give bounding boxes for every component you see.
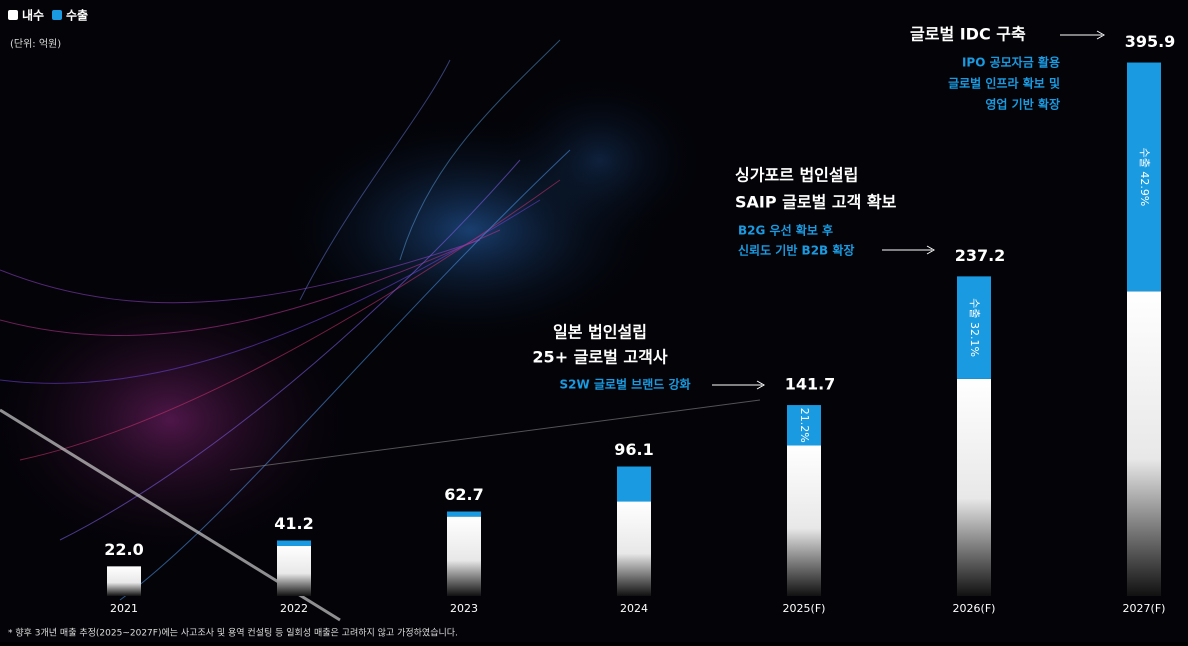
x-tick-label: 2027(F)	[1123, 602, 1166, 615]
subtitle: (단위: 억원)	[10, 37, 61, 50]
x-tick-label: 2021	[110, 602, 138, 615]
bar-domestic	[787, 445, 821, 596]
bar-export	[447, 512, 481, 517]
x-tick-label: 2024	[620, 602, 648, 615]
annotation-note: IPO 공모자금 활용	[962, 55, 1060, 70]
export-share-label: 수출 32.1%	[968, 298, 981, 357]
legend-label: 내수	[22, 8, 44, 23]
total-label: 96.1	[614, 440, 653, 459]
bar-domestic	[277, 546, 311, 596]
bar-domestic	[107, 566, 141, 596]
chart: 내수 수출 (단위: 억원) 일본 법인설립 25+ 글로벌 고객사 S2W 글…	[0, 0, 1188, 642]
export-share-label: 수출 42.9%	[1138, 148, 1151, 207]
bar-export	[277, 540, 311, 546]
annotation-text: 일본 법인설립	[553, 323, 647, 342]
x-tick-label: 2022	[280, 602, 308, 615]
footnote: * 향후 3개년 매출 추정(2025~2027F)에는 사고조사 및 용역 컨…	[8, 627, 458, 639]
annotation-note: 글로벌 인프라 확보 및	[948, 76, 1060, 91]
annotation-note: B2G 우선 확보 후	[738, 223, 833, 238]
bar-domestic	[1127, 291, 1161, 596]
annotation-note: S2W 글로벌 브랜드 강화	[559, 377, 690, 392]
x-tick-label: 2023	[450, 602, 478, 615]
total-label: 41.2	[274, 514, 313, 533]
export-share-label: 21.2%	[798, 408, 811, 443]
bar-domestic	[447, 517, 481, 596]
legend-swatch	[52, 10, 62, 20]
annotation-note: 영업 기반 확장	[985, 97, 1060, 112]
annotation-text: 글로벌 IDC 구축	[910, 25, 1026, 44]
annotation-text: SAIP 글로벌 고객 확보	[735, 193, 897, 212]
total-label: 141.7	[785, 375, 836, 394]
bar-export	[617, 467, 651, 502]
total-label: 22.0	[104, 540, 143, 559]
legend-label: 수출	[66, 8, 88, 23]
legend-swatch	[8, 10, 18, 20]
annotation-note: 신뢰도 기반 B2B 확장	[738, 243, 854, 258]
x-tick-label: 2025(F)	[783, 602, 826, 615]
total-label: 62.7	[444, 485, 483, 504]
bar-domestic	[617, 502, 651, 596]
total-label: 237.2	[955, 246, 1006, 265]
annotation-text: 싱가포르 법인설립	[735, 166, 858, 185]
annotation-text: 25+ 글로벌 고객사	[532, 348, 667, 367]
total-label: 395.9	[1125, 32, 1176, 51]
bar-domestic	[957, 379, 991, 596]
x-tick-label: 2026(F)	[953, 602, 996, 615]
